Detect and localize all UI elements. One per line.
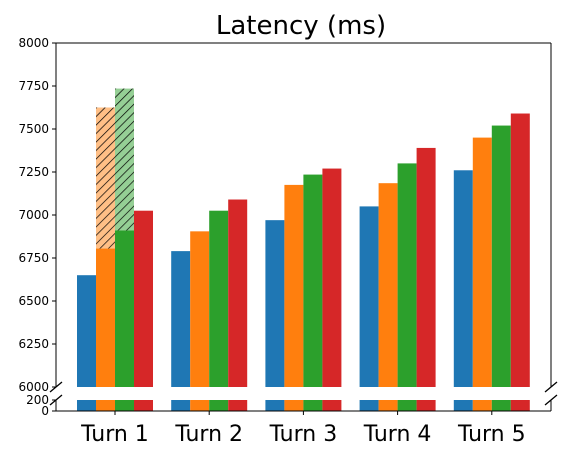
hatch-lines-1-series-2 [96, 107, 115, 249]
ytick-label: 6500 [18, 294, 49, 308]
bars-top-panel [77, 88, 530, 388]
bar-bottom-4-series-2 [378, 400, 398, 411]
bar-bottom-4-series-4 [416, 400, 436, 411]
ytick-label-bottom: 0 [41, 404, 49, 418]
axis-break-mark [544, 394, 558, 406]
bar-bottom-2-series-1 [171, 400, 191, 411]
bar-bottom-3-series-3 [303, 400, 323, 411]
xtick-label: Turn 5 [457, 422, 526, 447]
bar-1-series-1 [77, 275, 96, 387]
ytick-label: 6000 [18, 380, 49, 394]
bar-bottom-2-series-2 [190, 400, 210, 411]
bar-bottom-3-series-2 [284, 400, 304, 411]
ytick-label: 8000 [18, 36, 49, 50]
xtick-label: Turn 2 [174, 422, 243, 447]
bar-bottom-4-series-1 [359, 400, 379, 411]
bar-bottom-3-series-4 [322, 400, 342, 411]
bar-bottom-1-series-1 [77, 400, 96, 411]
bar-4-series-3 [397, 163, 417, 387]
ytick-label: 7000 [18, 208, 49, 222]
bar-1-series-3 [115, 230, 134, 387]
bar-5-series-4 [510, 113, 530, 388]
bar-bottom-1-series-2 [96, 400, 115, 411]
axis-break-mark [544, 381, 558, 393]
bar-bottom-5-series-1 [453, 400, 473, 411]
ytick-label: 7750 [18, 79, 49, 93]
bar-bottom-5-series-2 [472, 400, 492, 411]
bar-1-series-2 [96, 248, 115, 387]
bar-5-series-3 [491, 125, 511, 387]
bar-3-series-1 [265, 220, 285, 387]
bar-2-series-3 [209, 210, 229, 387]
bar-bottom-1-series-4 [134, 400, 153, 411]
bar-3-series-4 [322, 168, 342, 387]
bar-bottom-1-series-3 [115, 400, 134, 411]
ytick-label: 7250 [18, 165, 49, 179]
hatch-lines-1-series-3 [115, 88, 134, 231]
bar-1-series-4 [134, 210, 153, 387]
bar-4-series-4 [416, 147, 436, 387]
bars-bottom-panel [77, 400, 530, 411]
bar-2-series-4 [228, 199, 248, 387]
bar-5-series-2 [472, 137, 492, 387]
bar-bottom-4-series-3 [397, 400, 417, 411]
chart-title: Latency (ms) [216, 11, 386, 41]
bar-5-series-1 [453, 170, 473, 387]
bar-bottom-2-series-3 [209, 400, 229, 411]
xtick-label: Turn 1 [80, 422, 149, 447]
bar-2-series-1 [171, 251, 191, 387]
xtick-label: Turn 4 [363, 422, 432, 447]
xtick-label: Turn 3 [269, 422, 338, 447]
bar-4-series-2 [378, 183, 398, 387]
ytick-label: 7500 [18, 122, 49, 136]
bar-bottom-5-series-3 [491, 400, 511, 411]
bar-bottom-3-series-1 [265, 400, 285, 411]
x-ticks: Turn 1 Turn 2 Turn 3 Turn 4 Turn 5 [80, 411, 526, 447]
ytick-label: 6750 [18, 251, 49, 265]
ytick-label-bottom: 200 [26, 393, 49, 407]
bar-bottom-2-series-4 [228, 400, 248, 411]
bar-3-series-2 [284, 184, 304, 387]
bar-4-series-1 [359, 206, 379, 387]
bar-2-series-2 [190, 231, 210, 387]
ytick-label: 6250 [18, 337, 49, 351]
bar-bottom-5-series-4 [510, 400, 530, 411]
bar-3-series-3 [303, 174, 323, 387]
